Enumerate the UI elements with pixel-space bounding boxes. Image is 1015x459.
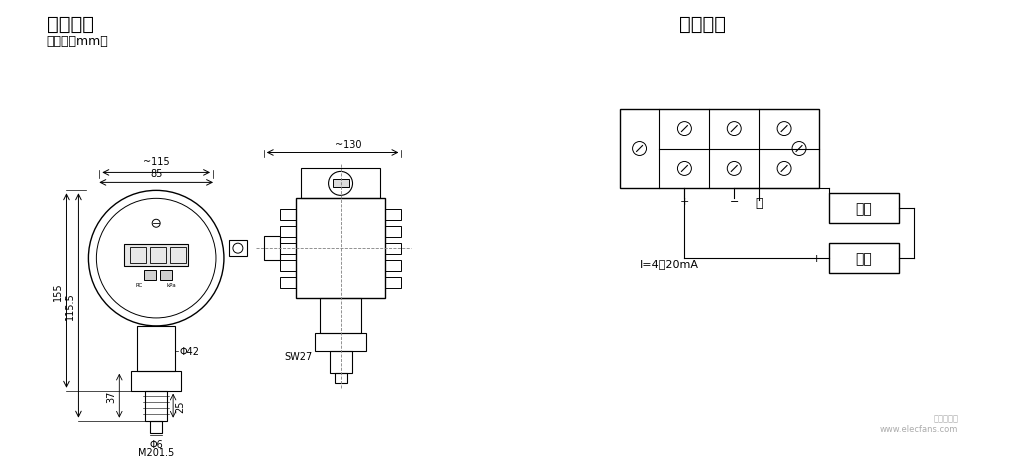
Text: +: +	[680, 197, 689, 207]
Bar	[386, 210, 401, 221]
Bar	[124, 245, 188, 267]
Bar	[330, 351, 351, 373]
Text: 电气连接: 电气连接	[679, 15, 727, 34]
Text: Φ6: Φ6	[149, 439, 163, 448]
Bar	[280, 261, 295, 272]
Text: 外形结构: 外形结构	[47, 15, 93, 34]
Text: （单位：mm）: （单位：mm）	[47, 35, 109, 48]
Bar	[171, 248, 186, 263]
Bar	[150, 248, 166, 263]
Text: Φ42: Φ42	[179, 346, 199, 356]
Bar	[150, 421, 162, 433]
Bar	[386, 227, 401, 238]
Text: −: −	[730, 197, 739, 207]
Bar	[145, 391, 167, 421]
Text: ~115: ~115	[143, 157, 170, 167]
Bar	[131, 371, 181, 391]
Bar	[280, 227, 295, 238]
Bar	[295, 199, 386, 298]
Bar	[300, 169, 381, 199]
Text: 25: 25	[176, 399, 185, 412]
Text: RC: RC	[135, 282, 142, 287]
Text: 电源: 电源	[856, 252, 872, 266]
Text: 115.5: 115.5	[65, 292, 75, 319]
Bar	[333, 180, 348, 188]
Bar	[137, 326, 176, 371]
Text: ⏚: ⏚	[755, 197, 763, 210]
Text: −: −	[904, 253, 915, 263]
Bar	[280, 278, 295, 288]
Bar	[386, 261, 401, 272]
Text: SW27: SW27	[285, 351, 313, 361]
Bar	[130, 248, 146, 263]
Bar	[386, 278, 401, 288]
Bar	[315, 333, 366, 351]
Bar	[160, 270, 173, 280]
Bar	[386, 244, 401, 255]
Bar	[280, 244, 295, 255]
Bar	[280, 210, 295, 221]
Bar	[829, 194, 898, 224]
Text: kPa: kPa	[166, 282, 176, 287]
Text: +: +	[812, 253, 821, 263]
Text: ~130: ~130	[335, 139, 361, 149]
Text: M201.5: M201.5	[138, 447, 175, 457]
Text: 85: 85	[150, 169, 162, 179]
Bar	[829, 244, 898, 274]
Text: 负载: 负载	[856, 202, 872, 216]
Text: 电子发烧友
www.elecfans.com: 电子发烧友 www.elecfans.com	[880, 413, 958, 433]
Bar	[335, 373, 346, 383]
Text: 37: 37	[107, 390, 117, 402]
Text: I=4～20mA: I=4～20mA	[639, 258, 698, 269]
Bar	[320, 298, 361, 333]
Bar	[619, 109, 819, 189]
Bar	[229, 241, 247, 257]
Bar	[144, 270, 156, 280]
Text: 155: 155	[53, 282, 63, 300]
Bar	[264, 237, 280, 261]
